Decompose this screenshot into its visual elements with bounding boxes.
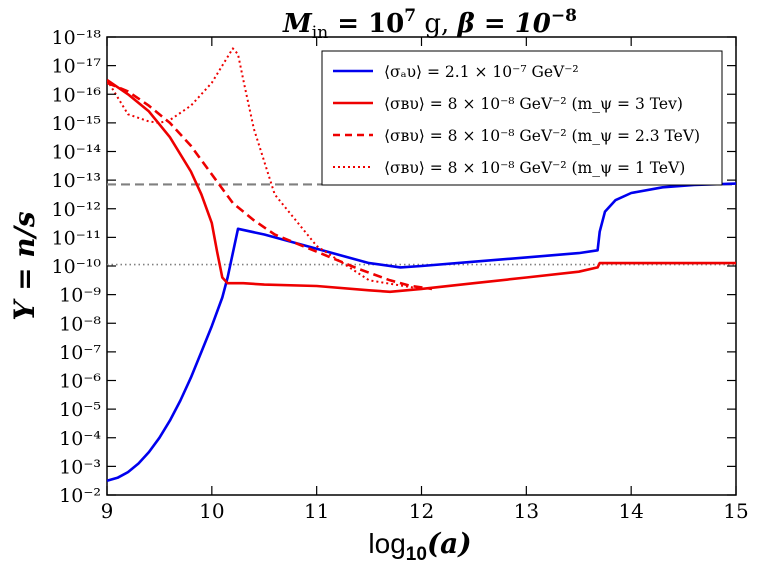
x-tick-label: 14 — [618, 499, 643, 523]
y-tick-label: 10⁻¹¹ — [52, 227, 101, 249]
chart-title: Min = 107 g, β = 10−8 — [282, 6, 577, 43]
x-tick-label: 10 — [199, 499, 224, 523]
legend-box — [321, 50, 723, 186]
legend-label-4: ⟨σʙυ⟩ = 8 × 10⁻⁸ GeV⁻² (m_ψ = 1 TeV) — [384, 159, 685, 177]
x-tick-label: 13 — [514, 499, 539, 523]
series-line-1 — [107, 182, 736, 482]
x-tick-label: 9 — [101, 499, 114, 523]
y-tick-label: 10⁻⁸ — [59, 313, 101, 335]
legend: ⟨σₐυ⟩ = 2.1 × 10⁻⁷ GeV⁻² ⟨σʙυ⟩ = 8 × 10⁻⁸… — [321, 50, 723, 186]
y-tick-label: 10⁻¹⁷ — [52, 56, 102, 78]
series-line-3 — [107, 81, 433, 291]
legend-label-2: ⟨σʙυ⟩ = 8 × 10⁻⁸ GeV⁻² (m_ψ = 3 Tev) — [384, 95, 683, 113]
y-tick-label: 10⁻³ — [59, 456, 101, 478]
y-tick-label: 10⁻¹² — [52, 199, 101, 221]
y-tick-label: 10⁻⁴ — [59, 428, 101, 450]
legend-label-1: ⟨σₐυ⟩ = 2.1 × 10⁻⁷ GeV⁻² — [384, 63, 579, 81]
y-axis-label: Y = n/s — [8, 211, 41, 321]
x-axis-label: log10(a) — [368, 527, 471, 565]
y-tick-label: 10⁻¹⁰ — [52, 256, 102, 278]
x-tick-label: 12 — [409, 499, 434, 523]
y-tick-label: 10⁻¹⁴ — [52, 142, 102, 164]
y-tick-label: 10⁻⁹ — [59, 285, 101, 307]
y-tick-label: 10⁻¹³ — [52, 170, 101, 192]
x-tick-label: 15 — [723, 499, 748, 523]
y-tick-label: 10⁻⁷ — [59, 342, 101, 364]
y-tick-label: 10⁻¹⁵ — [52, 113, 101, 135]
y-tick-label: 10⁻¹⁶ — [52, 84, 102, 106]
y-tick-label: 10⁻¹⁸ — [52, 27, 102, 49]
series-line-4 — [107, 47, 422, 290]
legend-label-3: ⟨σʙυ⟩ = 8 × 10⁻⁸ GeV⁻² (m_ψ = 2.3 TeV) — [384, 127, 700, 145]
x-tick-label: 11 — [304, 499, 329, 523]
series-line-2 — [107, 78, 736, 294]
y-tick-label: 10⁻⁵ — [59, 399, 101, 421]
y-tick-label: 10⁻² — [59, 485, 101, 507]
y-tick-label: 10⁻⁶ — [59, 371, 101, 393]
